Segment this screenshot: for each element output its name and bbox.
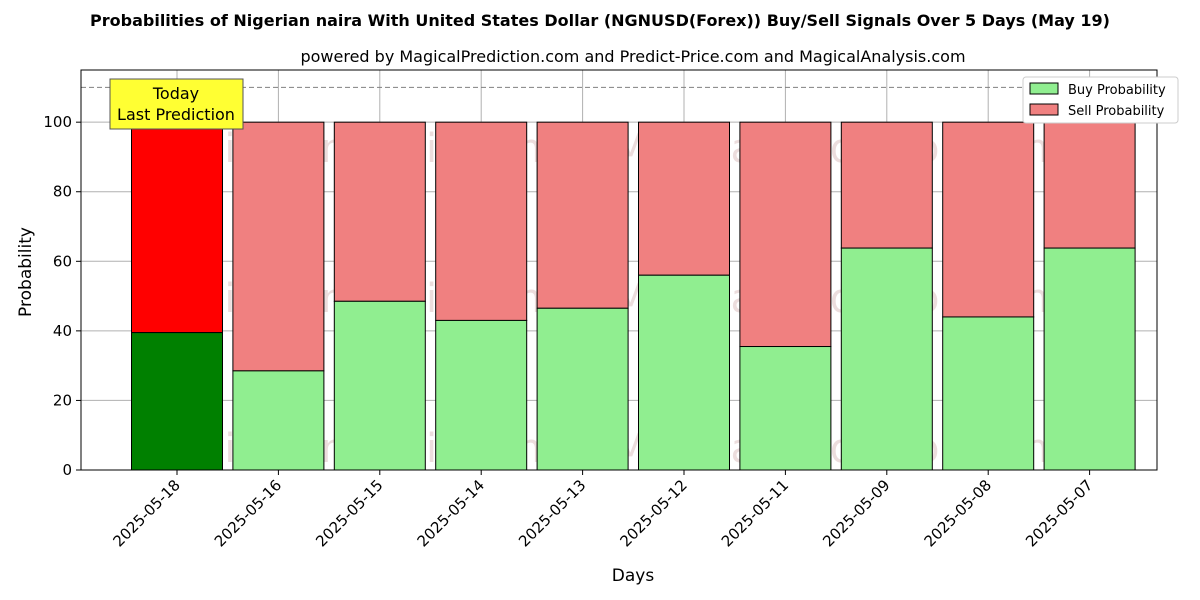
x-tick-label: 2025-05-09 bbox=[819, 476, 893, 550]
x-tick-label: 2025-05-16 bbox=[211, 476, 285, 550]
buy-bar bbox=[739, 346, 832, 471]
buy-bar bbox=[840, 247, 933, 471]
x-tick-label: 2025-05-18 bbox=[109, 476, 183, 550]
x-axis-label: Days bbox=[612, 566, 655, 586]
sell-bar bbox=[638, 121, 730, 276]
sell-bar bbox=[131, 121, 223, 334]
y-tick-label: 100 bbox=[43, 113, 72, 131]
x-tick-label: 2025-05-12 bbox=[616, 476, 690, 550]
y-tick-label: 0 bbox=[62, 461, 72, 479]
buy-bar bbox=[1043, 247, 1136, 471]
sell-bar bbox=[435, 121, 528, 321]
buy-bar bbox=[333, 300, 426, 471]
x-tick-label: 2025-05-15 bbox=[312, 476, 386, 550]
annotation-line2: Last Prediction bbox=[117, 105, 235, 124]
legend-frame bbox=[1022, 76, 1179, 124]
y-tick-label: 80 bbox=[53, 183, 72, 201]
y-tick-label: 20 bbox=[53, 391, 72, 409]
buy-bar bbox=[942, 316, 1035, 471]
buy-bar bbox=[232, 370, 325, 471]
legend-swatch-buy bbox=[1029, 82, 1059, 95]
chart-title: Probabilities of Nigerian naira With Uni… bbox=[90, 11, 1110, 30]
bars bbox=[131, 121, 1136, 471]
buy-bar bbox=[435, 319, 528, 471]
legend-swatch-sell bbox=[1029, 103, 1059, 116]
sell-bar bbox=[739, 121, 832, 348]
x-tick-label: 2025-05-07 bbox=[1022, 476, 1096, 550]
sell-bar bbox=[232, 121, 325, 372]
today-annotation: Today Last Prediction bbox=[109, 78, 244, 130]
x-axis-ticks: 2025-05-18 2025-05-16 2025-05-15 2025-05-14… bbox=[109, 470, 1096, 550]
x-tick-label: 2025-05-14 bbox=[414, 476, 488, 550]
y-axis-ticks: 0 20 40 60 80 100 bbox=[43, 113, 81, 479]
sell-bar bbox=[1043, 121, 1136, 249]
annotation-line1: Today bbox=[152, 84, 199, 103]
sell-bar bbox=[840, 121, 933, 249]
legend: Buy Probability Sell Probability bbox=[1022, 76, 1179, 124]
buy-bar bbox=[536, 307, 629, 471]
chart-subtitle: powered by MagicalPrediction.com and Pre… bbox=[300, 47, 965, 66]
sell-bar bbox=[333, 121, 426, 302]
y-tick-label: 40 bbox=[53, 322, 72, 340]
legend-label-buy: Buy Probability bbox=[1068, 83, 1166, 98]
y-tick-label: 60 bbox=[53, 252, 72, 270]
y-axis-label: Probability bbox=[16, 227, 36, 317]
legend-label-sell: Sell Probability bbox=[1068, 104, 1165, 119]
x-tick-label: 2025-05-13 bbox=[515, 476, 589, 550]
buy-bar bbox=[131, 332, 223, 471]
x-tick-label: 2025-05-08 bbox=[921, 476, 995, 550]
plot-frame bbox=[80, 69, 1158, 471]
sell-bar bbox=[942, 121, 1035, 318]
buy-bar bbox=[638, 274, 730, 471]
annotation-box bbox=[109, 78, 244, 130]
sell-bar bbox=[536, 121, 629, 309]
x-tick-label: 2025-05-11 bbox=[718, 476, 792, 550]
